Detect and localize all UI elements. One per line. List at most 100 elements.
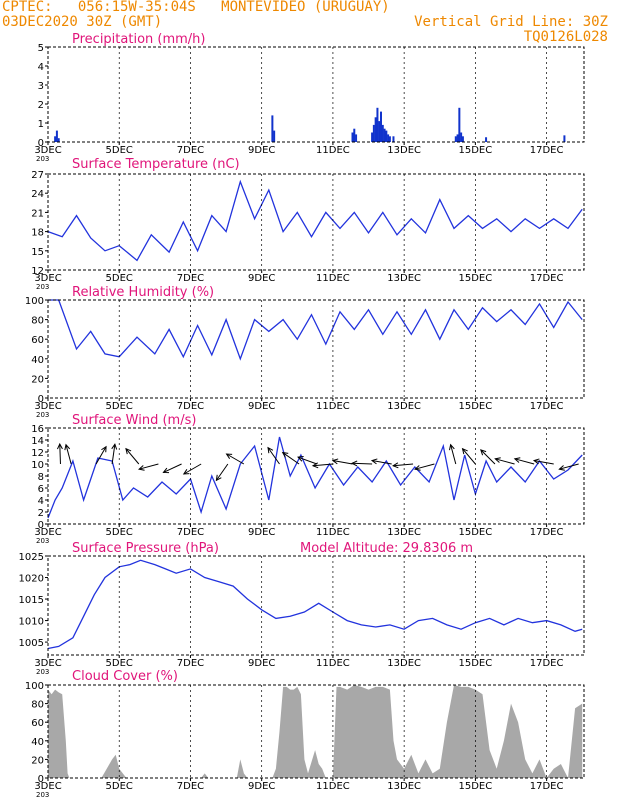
precip-bar [372,124,375,142]
x-tick-label: 13DEC [387,781,421,792]
panel-title: Relative Humidity (%) [72,285,214,300]
wind-arrow-head [331,458,339,465]
precip-bar [273,130,276,142]
y-tick-label: 21 [31,208,44,219]
wind-arrow-head [64,443,71,451]
x-tick-label: 3DEC [34,401,61,412]
wind-arrow [533,460,554,465]
header-location: CPTEC: 056:15W-35:04S MONTEVIDEO (URUGUA… [2,0,390,15]
panel-3: 3DEC 5DEC 7DEC 9DEC 11DEC 13DEC 15DEC 17DEC 203 0… [25,285,585,419]
x-tick-label: 7DEC [177,273,204,284]
plot-frame [47,299,585,399]
x-tick-label: 7DEC [177,658,204,669]
wind-arrow-head [513,457,521,463]
wind-arrow-head [461,447,468,455]
precip-bar [55,130,58,142]
y-tick-label: 80 [31,700,44,711]
x-tick-label: 11DEC [316,658,350,669]
y-tick-label: 2 [38,508,44,519]
panel-title: Surface Wind (m/s) [72,413,196,428]
plot-frame [47,173,585,271]
wind-arrow [215,463,229,481]
y-tick-label: 8 [38,472,44,483]
panel-title: Surface Temperature (nC) [72,157,240,172]
wind-arrow-head [225,453,233,459]
precip-bar [387,134,390,142]
x-tick-label: 5DEC [106,145,133,156]
wind-arrow-head [267,446,274,454]
wind-arrow-head [350,460,358,467]
wind-arrow [332,460,353,465]
y-tick-label: 100 [25,681,44,692]
y-tick-label: 60 [31,335,44,346]
y-tick-label: 0 [38,138,44,149]
wind-arrow [559,463,579,470]
precip-bar [381,124,384,142]
y-tick-label: 1010 [19,617,44,628]
panel-2: 3DEC 5DEC 7DEC 9DEC 11DEC 13DEC 15DEC 17DEC 203 1… [31,157,585,291]
x-tick-label: 9DEC [248,273,275,284]
wind-arrow [65,444,72,465]
x-corner-label: 203 [36,411,49,419]
x-tick-label: 9DEC [248,781,275,792]
y-tick-label: 40 [31,737,44,748]
wind-arrow-head [162,467,170,474]
wind-arrow-head [215,474,222,482]
precip-bar [392,136,395,142]
y-tick-label: 2 [38,100,44,111]
x-tick-label: 15DEC [459,781,493,792]
panel-title: Precipitation (mm/h) [72,32,205,47]
y-tick-label: 20 [31,374,44,385]
x-corner-label: 203 [36,155,49,163]
y-tick-label: 4 [38,62,44,73]
wind-arrow [371,460,392,465]
wind-arrow-head [370,458,378,465]
y-tick-label: 5 [38,43,44,54]
precip-bar [563,135,566,142]
y-tick-label: 12 [31,448,44,459]
wind-arrow [125,448,140,465]
header-grid-line: Vertical Grid Line: 30Z [414,14,608,30]
plot-frame [47,555,585,656]
wind-arrow-head [56,442,63,450]
wind-arrow-head [182,469,190,475]
x-tick-label: 9DEC [248,527,275,538]
series-line [47,179,583,262]
wind-arrow-head [311,462,319,469]
wind-arrow [138,463,159,470]
x-tick-label: 15DEC [459,658,493,669]
y-tick-label: 3 [38,81,44,92]
panel-1: 3DEC 5DEC 7DEC 9DEC 11DEC 13DEC 15DEC 17DEC 203 0… [34,32,585,163]
wind-arrow-head [392,462,399,469]
wind-arrows [56,442,579,482]
precip-bar [351,132,354,142]
wind-arrow [414,463,435,470]
header-date: 03DEC2020 30Z (GMT) [2,14,163,30]
wind-arrow [495,458,515,465]
wind-arrow [163,463,182,473]
y-tick-label: 1005 [19,638,44,649]
x-tick-label: 17DEC [530,273,564,284]
wind-arrow-head [111,443,118,450]
x-tick-label: 17DEC [530,781,564,792]
x-tick-label: 5DEC [106,273,133,284]
precip-bar [374,117,377,142]
wind-arrow [352,462,373,465]
precip-bar [57,138,60,142]
wind-arrow-head [297,456,304,462]
x-tick-label: 13DEC [387,658,421,669]
cloud-area [48,685,583,778]
x-tick-label: 11DEC [316,273,350,284]
panel-subtitle: Model Altitude: 29.8306 m [300,541,473,556]
x-tick-label: 7DEC [177,401,204,412]
x-corner-label: 203 [36,791,49,799]
wind-arrow [59,443,61,465]
wind-arrow [111,444,116,465]
precip-bar [378,121,381,142]
x-tick-label: 5DEC [106,401,133,412]
precip-bar [461,136,464,142]
wind-arrow-head [449,443,455,451]
plot-frame [47,427,585,525]
y-tick-label: 6 [38,484,44,495]
x-tick-label: 9DEC [248,145,275,156]
